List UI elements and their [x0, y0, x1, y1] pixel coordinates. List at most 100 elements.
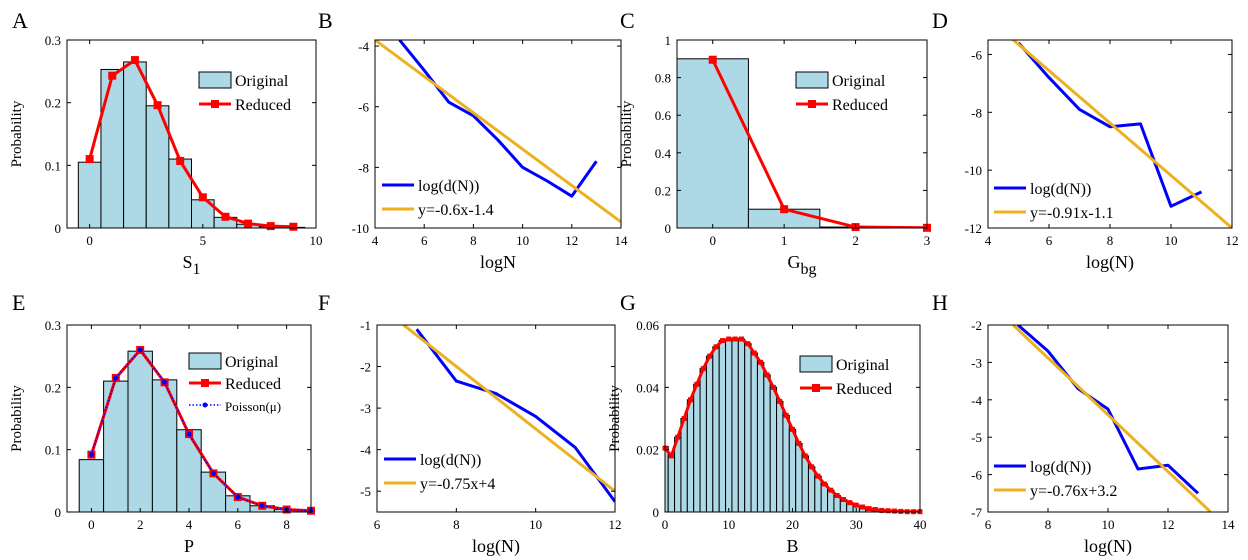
legend-label: y=-0.75x+4 — [420, 476, 495, 493]
panel-letter: G — [620, 290, 636, 315]
panel-letter: F — [318, 290, 330, 315]
data-point — [720, 338, 725, 343]
data-point — [235, 495, 240, 500]
y-tick-label: 0.02 — [636, 443, 659, 458]
data-point — [199, 193, 207, 201]
x-tick-label: 14 — [1222, 517, 1236, 532]
data-point — [682, 416, 687, 421]
data-point — [131, 56, 139, 64]
y-axis-label: Probability — [9, 385, 25, 452]
data-point — [709, 56, 717, 64]
legend-label: Original — [235, 73, 289, 90]
x-tick-label: 0 — [86, 233, 93, 248]
panel-letter: H — [932, 290, 948, 315]
data-point — [796, 441, 801, 446]
panel-letter: C — [620, 8, 635, 33]
x-tick-label: 2 — [137, 517, 144, 532]
legend-label: Original — [225, 354, 279, 371]
legend-label: Reduced — [832, 97, 888, 114]
x-tick-label: 8 — [470, 233, 477, 248]
y-tick-label: -6 — [971, 47, 982, 62]
data-point — [688, 397, 693, 402]
data-point — [726, 337, 731, 342]
data-point — [113, 375, 118, 380]
legend-label: Reduced — [225, 376, 281, 393]
panel-letter: B — [318, 8, 333, 33]
legend: log(d(N)) y=-0.76x+3.2 — [994, 459, 1117, 500]
y-tick-label: -4 — [360, 443, 371, 458]
y-tick-label: -6 — [971, 468, 982, 483]
y-tick-label: 0.1 — [45, 158, 61, 173]
data-point — [873, 507, 878, 512]
data-point — [162, 380, 167, 385]
legend: log(d(N)) y=-0.6x-1.4 — [382, 178, 494, 219]
x-tick-label: 6 — [235, 517, 242, 532]
legend-swatch — [800, 356, 832, 372]
bar — [713, 347, 719, 512]
data-point — [745, 341, 750, 346]
y-tick-label: -3 — [360, 401, 371, 416]
bar — [79, 460, 103, 512]
y-tick-label: -8 — [358, 160, 369, 175]
x-tick-label: 5 — [200, 233, 207, 248]
bar — [169, 159, 192, 228]
data-point — [176, 157, 184, 165]
bar — [177, 430, 201, 512]
legend-label: y=-0.6x-1.4 — [418, 202, 494, 219]
panel-g: G 0 10 20 30 40 0 0.02 0.04 0.06 B Probability Origi… — [607, 290, 927, 556]
x-tick-label: 8 — [1107, 233, 1114, 248]
y-tick-label: 0.6 — [655, 108, 672, 123]
x-tick-label: 1 — [781, 233, 788, 248]
legend: log(d(N)) y=-0.75x+4 — [384, 452, 495, 493]
x-tick-label: 6 — [985, 517, 992, 532]
x-tick-label: 0 — [88, 517, 95, 532]
bar — [700, 369, 706, 512]
x-tick-label: 8 — [283, 517, 290, 532]
panel-c: C0 1 2 300.20.40.60.81GbgProbabilityOrigina… — [619, 8, 931, 278]
x-tick-label: 4 — [372, 233, 379, 248]
data-point — [154, 101, 162, 109]
legend-label: Reduced — [836, 381, 892, 398]
legend-label: Reduced — [235, 97, 291, 114]
y-tick-label: -5 — [971, 430, 982, 445]
bar — [677, 59, 748, 228]
series-line — [1012, 39, 1232, 228]
data-point — [267, 222, 275, 230]
data-point — [758, 360, 763, 365]
y-tick-label: -4 — [971, 393, 982, 408]
data-point — [714, 344, 719, 349]
y-tick-label: 0.06 — [636, 318, 659, 333]
data-point — [694, 382, 699, 387]
x-tick-label: 6 — [421, 233, 428, 248]
legend: log(d(N))y=-0.91x-1.1 — [994, 181, 1114, 222]
x-tick-label: 8 — [453, 517, 460, 532]
bar — [738, 339, 744, 512]
bar — [101, 69, 124, 228]
bar — [751, 353, 757, 512]
y-axis-label: Probability — [619, 100, 635, 167]
bar — [796, 443, 802, 512]
bar — [764, 375, 770, 512]
y-tick-label: -7 — [971, 505, 982, 520]
legend-swatch — [199, 72, 231, 88]
legend-label: y=-0.91x-1.1 — [1030, 205, 1114, 222]
data-point — [669, 453, 674, 458]
y-tick-label: -6 — [358, 100, 369, 115]
y-tick-label: -10 — [965, 163, 982, 178]
data-point — [765, 372, 770, 377]
x-tick-label: 14 — [615, 233, 629, 248]
panel-e: E0 2 4 6 800.10.20.3PProbabilityOriginalRedu… — [9, 290, 323, 556]
bar — [726, 339, 732, 512]
x-tick-label: 10 — [310, 233, 323, 248]
x-tick-label: 3 — [924, 233, 931, 248]
legend-swatch — [796, 72, 828, 88]
bar — [706, 356, 712, 512]
y-tick-label: 0.1 — [45, 443, 61, 458]
data-point — [860, 505, 865, 510]
bar — [802, 456, 808, 512]
y-tick-label: -3 — [971, 355, 982, 370]
data-point — [211, 471, 216, 476]
data-point — [854, 503, 859, 508]
data-point — [822, 481, 827, 486]
legend-label: log(d(N)) — [418, 178, 479, 195]
